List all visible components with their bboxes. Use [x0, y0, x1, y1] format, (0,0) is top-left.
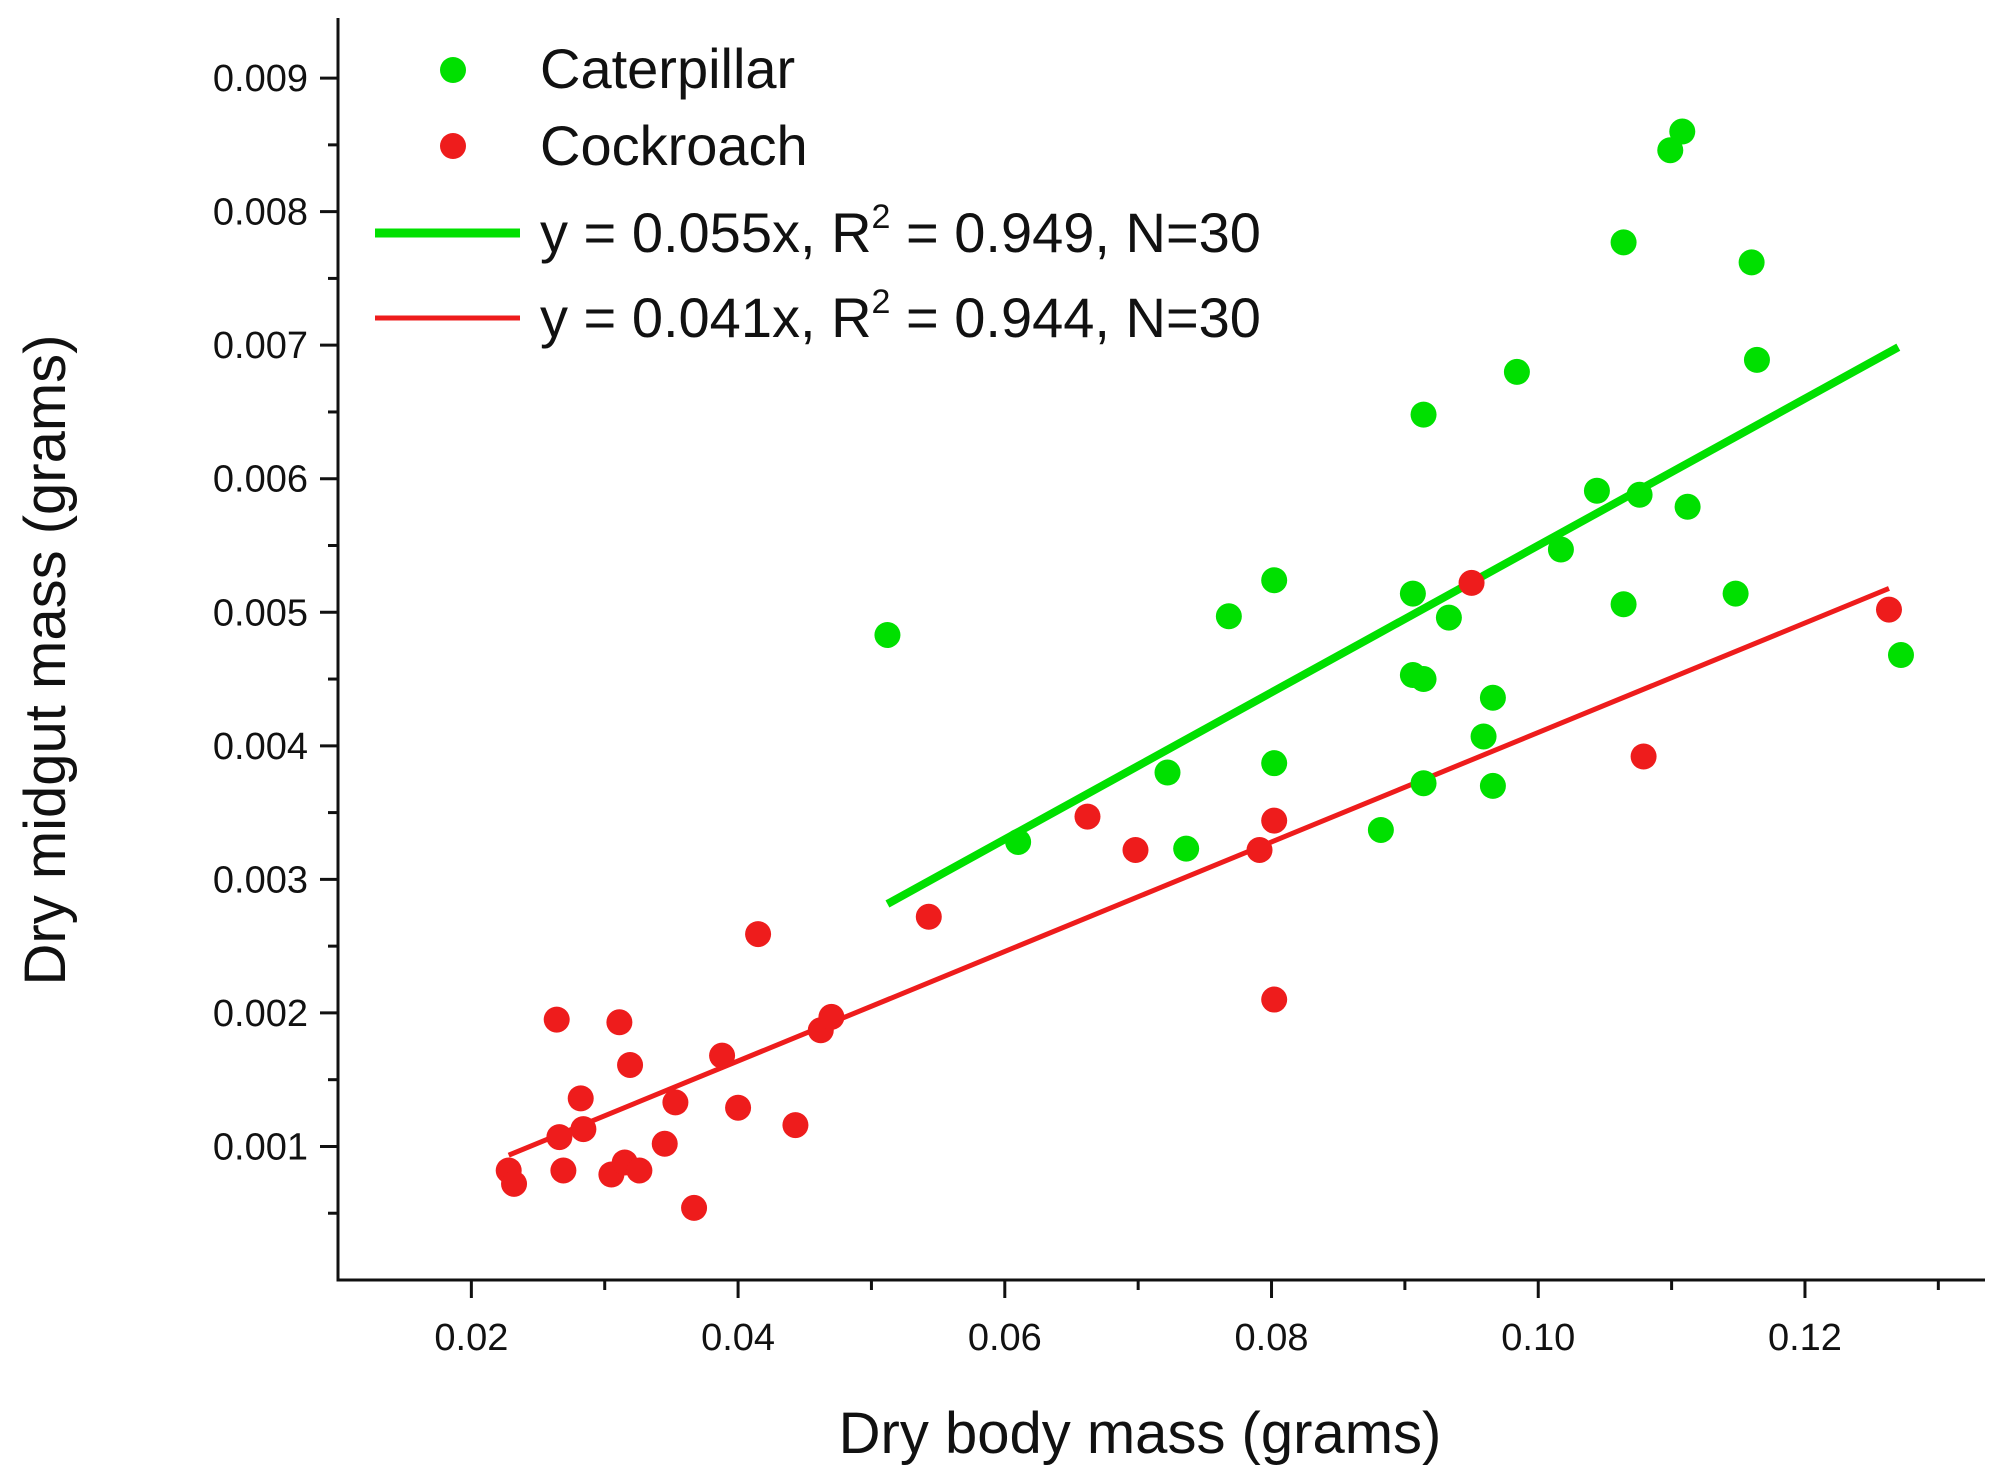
legend-label-caterpillar: Caterpillar: [540, 37, 795, 100]
fit-line-cockroach: [507, 586, 1890, 1158]
point-cockroach: [662, 1089, 689, 1116]
point-cockroach: [546, 1124, 573, 1151]
tick-labels: 0.02 0.04 0.06 0.08 0.10 0.12 0.001 0.002 0.003 0…: [213, 58, 1842, 1359]
x-tick-label: 0.02: [434, 1317, 508, 1359]
point-cockroach: [651, 1130, 678, 1157]
point-cockroach: [725, 1094, 752, 1121]
x-axis-title: Dry body mass (grams): [839, 1401, 1442, 1466]
point-caterpillar: [1367, 816, 1394, 843]
point-cockroach: [626, 1157, 653, 1184]
legend-marker-cockroach: [440, 133, 466, 159]
point-cockroach: [1246, 836, 1273, 863]
point-caterpillar: [1743, 346, 1770, 373]
point-caterpillar: [1215, 603, 1242, 630]
y-tick-label: 0.001: [213, 1126, 308, 1168]
y-tick-label: 0.004: [213, 726, 308, 768]
point-cockroach: [681, 1194, 708, 1221]
point-caterpillar: [1435, 604, 1462, 631]
point-caterpillar: [1583, 477, 1610, 504]
x-tick-label: 0.04: [701, 1317, 775, 1359]
point-caterpillar: [1005, 828, 1032, 855]
point-cockroach: [709, 1042, 736, 1069]
point-caterpillar: [1503, 358, 1530, 385]
point-caterpillar: [1626, 481, 1653, 508]
legend: Caterpillar Cockroach y = 0.055x, R2 = 0…: [375, 37, 1261, 349]
legend-label-cockroach-fit: y = 0.041x, R2 = 0.944, N=30: [540, 283, 1261, 349]
point-caterpillar: [1610, 229, 1637, 256]
y-tick-label: 0.006: [213, 459, 308, 501]
point-caterpillar: [1470, 723, 1497, 750]
point-caterpillar: [1154, 759, 1181, 786]
point-cockroach: [550, 1157, 577, 1184]
point-caterpillar: [1547, 536, 1574, 563]
point-cockroach: [915, 903, 942, 930]
point-caterpillar: [1657, 137, 1684, 164]
point-cockroach: [617, 1051, 644, 1078]
point-cockroach: [818, 1003, 845, 1030]
y-tick-label: 0.005: [213, 592, 308, 634]
point-cockroach: [782, 1112, 809, 1139]
point-cockroach: [745, 921, 772, 948]
y-tick-label: 0.009: [213, 58, 308, 100]
point-cockroach: [1458, 569, 1485, 596]
point-caterpillar: [1887, 642, 1914, 669]
point-caterpillar: [1173, 835, 1200, 862]
data-points: [495, 118, 1914, 1221]
y-axis-title: Dry midgut mass (grams): [13, 335, 78, 986]
point-cockroach: [1074, 803, 1101, 830]
y-tick-label: 0.008: [213, 192, 308, 234]
point-cockroach: [1875, 596, 1902, 623]
point-caterpillar: [1738, 249, 1765, 276]
ticks: [320, 76, 1940, 1298]
point-caterpillar: [1674, 493, 1701, 520]
point-caterpillar: [1479, 684, 1506, 711]
legend-marker-caterpillar: [440, 57, 466, 83]
point-caterpillar: [1669, 118, 1696, 145]
legend-label-caterpillar-fit: y = 0.055x, R2 = 0.949, N=30: [540, 198, 1261, 264]
x-tick-label: 0.06: [968, 1317, 1042, 1359]
point-caterpillar: [1261, 567, 1288, 594]
x-tick-label: 0.12: [1768, 1317, 1842, 1359]
fit-line-caterpillar: [885, 343, 1901, 908]
axes: [336, 18, 1985, 1282]
point-caterpillar: [1410, 401, 1437, 428]
point-cockroach: [543, 1006, 570, 1033]
point-cockroach: [567, 1085, 594, 1112]
point-cockroach: [606, 1009, 633, 1036]
y-tick-label: 0.002: [213, 993, 308, 1035]
point-cockroach: [570, 1116, 597, 1143]
point-caterpillar: [1610, 591, 1637, 618]
point-cockroach: [1630, 743, 1657, 770]
x-tick-label: 0.08: [1235, 1317, 1309, 1359]
point-cockroach: [1261, 986, 1288, 1013]
fit-lines: [507, 343, 1901, 1158]
point-caterpillar: [1722, 580, 1749, 607]
point-caterpillar: [874, 621, 901, 648]
legend-label-cockroach: Cockroach: [540, 114, 808, 177]
point-cockroach: [1122, 836, 1149, 863]
point-caterpillar: [1410, 666, 1437, 693]
point-cockroach: [501, 1170, 528, 1197]
point-caterpillar: [1479, 772, 1506, 799]
y-tick-label: 0.007: [213, 325, 308, 367]
x-tick-label: 0.10: [1501, 1317, 1575, 1359]
point-cockroach: [1261, 807, 1288, 834]
point-caterpillar: [1410, 770, 1437, 797]
point-caterpillar: [1261, 750, 1288, 777]
y-tick-label: 0.003: [213, 859, 308, 901]
point-caterpillar: [1399, 580, 1426, 607]
